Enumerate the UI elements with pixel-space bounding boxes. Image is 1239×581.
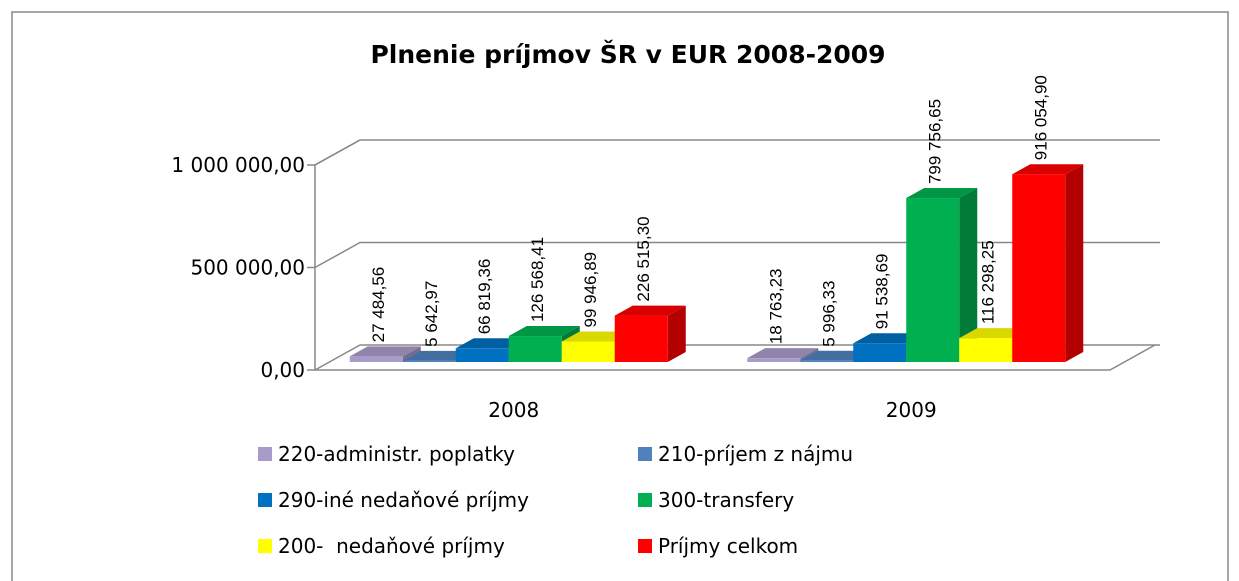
- data-label: 18 763,23: [767, 269, 786, 345]
- bar: [561, 341, 615, 362]
- legend-label: 220-administr. poplatky: [278, 442, 515, 466]
- bar-top: [747, 348, 819, 359]
- bar-top: [349, 346, 421, 357]
- legend-swatch: [258, 539, 272, 553]
- legend-label: 200- nedaňové príjmy: [278, 534, 505, 558]
- data-label: 116 298,25: [979, 240, 998, 324]
- grid-line: [314, 139, 1160, 166]
- bar: [349, 356, 403, 362]
- bar: [508, 336, 562, 362]
- legend-label: 300-transfery: [658, 488, 794, 512]
- grid-line: [314, 241, 1160, 269]
- bar-top: [614, 305, 686, 316]
- data-label: 5 996,33: [820, 281, 839, 347]
- chart-title: Plnenie príjmov ŠR v EUR 2008-2009: [370, 39, 885, 69]
- bar-top: [1012, 164, 1084, 175]
- y-tick-label: 0,00: [260, 358, 305, 382]
- data-label: 66 819,36: [475, 259, 494, 335]
- data-label: 27 484,56: [369, 267, 388, 343]
- x-tick-label: 2008: [488, 398, 539, 422]
- data-label: 99 946,89: [581, 252, 600, 328]
- bar-top: [508, 326, 580, 337]
- bar-top: [906, 188, 978, 199]
- bar: [906, 198, 960, 362]
- bar-side: [667, 305, 686, 362]
- legend-swatch: [258, 493, 272, 507]
- legend-label: Príjmy celkom: [658, 534, 798, 558]
- bar-side: [1065, 164, 1084, 362]
- data-label: 799 756,65: [926, 99, 945, 184]
- legend-label: 210-príjem z nájmu: [658, 442, 853, 466]
- data-label: 226 515,30: [634, 216, 653, 301]
- bar-side: [959, 188, 978, 362]
- bar: [614, 315, 668, 362]
- bar: [455, 348, 509, 362]
- legend-swatch: [258, 447, 272, 461]
- data-label: 916 054,90: [1032, 75, 1051, 160]
- bar: [959, 338, 1013, 362]
- x-tick-label: 2009: [886, 398, 937, 422]
- bar: [402, 360, 456, 362]
- bar: [853, 343, 907, 362]
- legend-swatch: [638, 493, 652, 507]
- y-tick-label: 1 000 000,00: [171, 153, 305, 177]
- data-label: 91 538,69: [873, 254, 892, 330]
- legend-swatch: [638, 447, 652, 461]
- legend-swatch: [638, 539, 652, 553]
- bar: [747, 358, 801, 362]
- y-tick-label: 500 000,00: [190, 256, 305, 280]
- floor: [315, 344, 1156, 371]
- legend-label: 290-iné nedaňové príjmy: [278, 488, 529, 512]
- data-label: 126 568,41: [528, 237, 547, 322]
- bar-side: [402, 346, 421, 362]
- bar: [1012, 174, 1066, 362]
- bar: [800, 360, 854, 362]
- data-label: 5 642,97: [422, 281, 441, 347]
